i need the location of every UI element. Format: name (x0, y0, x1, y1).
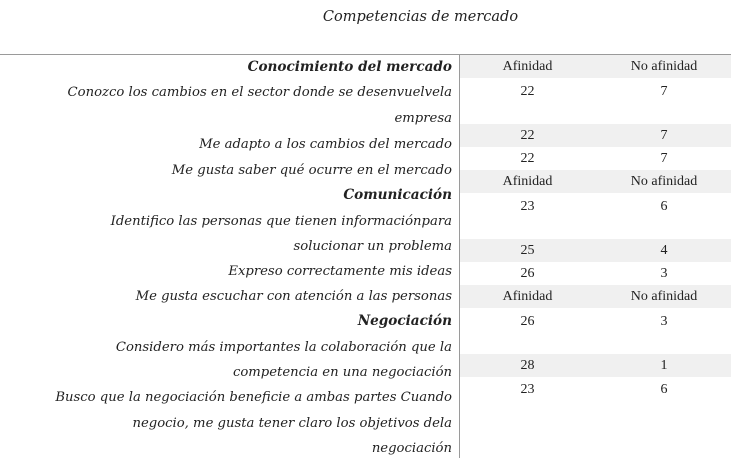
affinity-header: Afinidad (502, 174, 553, 189)
category-label: Comunicación (343, 187, 452, 203)
no-affinity-value: 6 (660, 382, 668, 397)
no-affinity-header: No afinidad (630, 289, 698, 304)
affinity-value: 26 (520, 266, 535, 281)
affinity-value: 23 (520, 382, 535, 397)
affinity-value: 28 (520, 358, 535, 373)
item-label: Identifico las personas que tienen infor… (110, 214, 452, 229)
row-band (460, 285, 731, 308)
row-band (460, 55, 731, 78)
no-affinity-value: 6 (660, 199, 668, 214)
no-affinity-value: 7 (660, 84, 668, 99)
no-affinity-header: No afinidad (630, 59, 698, 74)
item-label: Me gusta saber qué ocurre en el mercado (171, 163, 452, 178)
affinity-value: 23 (520, 199, 535, 214)
affinity-header: Afinidad (502, 289, 553, 304)
column-separator (459, 54, 460, 458)
row-band (460, 124, 731, 147)
row-band (460, 354, 731, 377)
item-label: Me adapto a los cambios del mercado (199, 137, 452, 152)
no-affinity-value: 3 (660, 314, 668, 329)
affinity-value: 26 (520, 314, 535, 329)
row-band (460, 170, 731, 193)
item-label: empresa (394, 111, 453, 126)
no-affinity-value: 7 (660, 128, 668, 143)
no-affinity-header: No afinidad (630, 174, 698, 189)
affinity-value: 22 (520, 128, 535, 143)
item-label: negocio, me gusta tener claro los objeti… (132, 416, 452, 431)
item-label: Conozco los cambios en el sector donde s… (67, 85, 452, 100)
item-label: Me gusta escuchar con atención a las per… (135, 289, 452, 304)
no-affinity-value: 3 (660, 266, 668, 281)
item-label: Busco que la negociación beneficie a amb… (55, 390, 452, 405)
item-label: negociación (371, 441, 452, 456)
affinity-header: Afinidad (502, 59, 553, 74)
affinity-value: 25 (520, 243, 535, 258)
no-affinity-value: 1 (660, 358, 668, 373)
row-band (460, 239, 731, 262)
item-label: Considero más importantes la colaboració… (115, 340, 452, 355)
item-label: solucionar un problema (293, 239, 452, 254)
no-affinity-value: 7 (660, 151, 668, 166)
item-label: Expreso correctamente mis ideas (228, 264, 452, 279)
category-label: Negociación (357, 313, 452, 329)
affinity-value: 22 (520, 84, 535, 99)
table-top-border (0, 54, 731, 55)
affinity-value: 22 (520, 151, 535, 166)
category-label: Conocimiento del mercado (247, 59, 452, 75)
item-label: competencia en una negociación (232, 365, 452, 380)
page-title: Competencias de mercado (322, 9, 519, 25)
no-affinity-value: 4 (660, 243, 668, 258)
